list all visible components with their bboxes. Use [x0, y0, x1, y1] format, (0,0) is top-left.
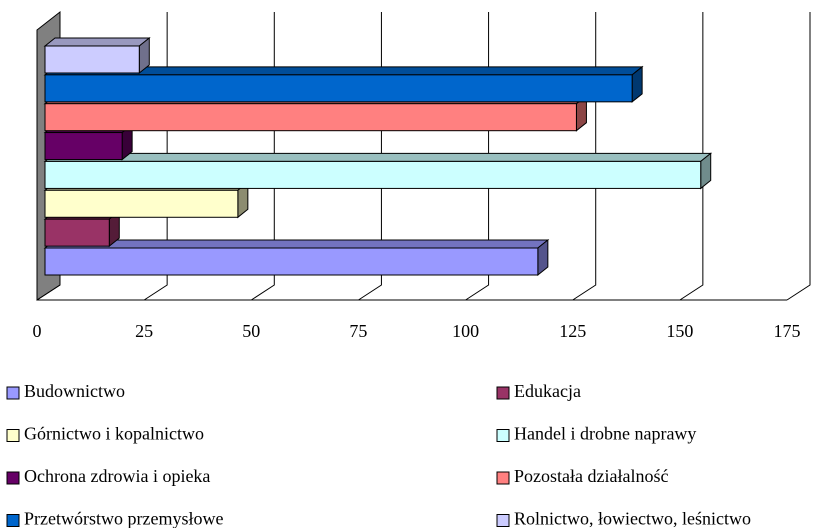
- legend-label: Budownictwo: [24, 381, 125, 401]
- grid-line: [786, 12, 811, 301]
- x-tick-label: 25: [135, 321, 153, 341]
- bar: [44, 103, 577, 132]
- bar: [44, 247, 539, 276]
- x-tick-label: 175: [774, 321, 801, 341]
- bar-top: [43, 239, 550, 249]
- bar: [44, 132, 123, 161]
- legend-swatch: [496, 386, 510, 400]
- bar: [44, 189, 239, 218]
- legend-label: Górnictwo i kopalnictwo: [24, 424, 204, 444]
- bar: [44, 45, 140, 74]
- x-tick-label: 0: [33, 321, 42, 341]
- legend-label: Rolnictwo, łowiectwo, leśnictwo: [514, 509, 751, 528]
- x-tick-label: 75: [349, 321, 367, 341]
- grid-line: [679, 12, 704, 301]
- grid-line: [572, 12, 597, 301]
- legend-swatch: [496, 514, 510, 527]
- x-tick-label: 150: [666, 321, 693, 341]
- legend-swatch: [6, 429, 20, 442]
- x-tick-label: 100: [452, 321, 479, 341]
- bar-top: [43, 37, 151, 47]
- legend-swatch: [496, 471, 510, 485]
- x-tick-label: 125: [559, 321, 586, 341]
- legend-label: Ochrona zdrowia i opieka: [24, 466, 210, 486]
- legend-label: Przetwórstwo przemysłowe: [24, 509, 223, 528]
- legend-label: Handel i drobne naprawy: [514, 424, 696, 444]
- legend-swatch: [496, 429, 510, 442]
- bar: [44, 74, 633, 103]
- legend-label: Edukacja: [514, 381, 581, 401]
- bar-top: [43, 152, 713, 162]
- legend-label: Pozostała działalność: [514, 466, 668, 486]
- bar: [44, 218, 110, 247]
- bar: [44, 160, 702, 189]
- legend-swatch: [6, 514, 20, 527]
- x-tick-label: 50: [242, 321, 260, 341]
- legend-swatch: [6, 471, 20, 485]
- legend-swatch: [6, 386, 20, 400]
